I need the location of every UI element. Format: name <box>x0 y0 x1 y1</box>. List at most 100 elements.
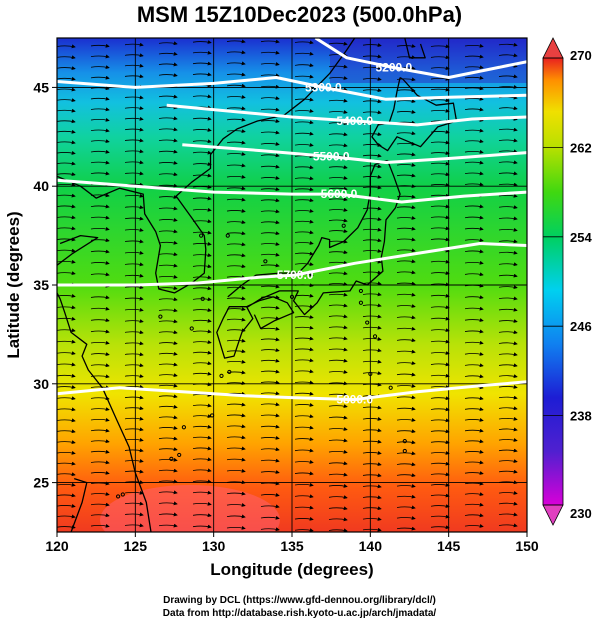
streamline-arrow <box>498 296 518 301</box>
streamline-arrow <box>464 96 484 101</box>
credit-drawing: Drawing by DCL (https://www.gfd-dennou.o… <box>163 595 436 606</box>
streamline-arrow <box>464 363 484 368</box>
island <box>120 492 125 497</box>
streamline-arrow <box>430 440 450 445</box>
streamline-arrow <box>396 270 416 275</box>
streamline-arrow <box>260 209 280 214</box>
colorbar: 230 238 246 254 262 270 <box>542 37 592 526</box>
streamline-arrow <box>90 407 110 412</box>
coastline <box>404 38 426 59</box>
streamline-arrow <box>498 363 518 368</box>
streamline-arrow <box>124 406 144 411</box>
streamline-arrow <box>57 226 76 231</box>
streamline-arrow <box>430 504 450 508</box>
island <box>263 259 268 264</box>
streamline-arrow <box>158 73 178 77</box>
streamline-arrow <box>158 512 178 517</box>
streamline-arrow <box>464 407 484 412</box>
streamline-arrow <box>260 358 280 363</box>
island <box>169 456 174 461</box>
streamline-arrow <box>430 87 450 92</box>
streamline-arrow <box>158 138 178 143</box>
streamline-arrow <box>498 384 518 389</box>
streamline-arrow <box>464 513 484 518</box>
streamline-arrow <box>328 472 348 477</box>
x-tick-label: 145 <box>437 538 461 554</box>
streamline-arrow <box>226 72 246 77</box>
streamline-arrow <box>430 450 450 455</box>
streamline-arrow <box>362 65 382 70</box>
streamline-arrow <box>464 318 484 322</box>
streamline-arrow <box>498 216 518 221</box>
streamline-arrow <box>226 117 246 122</box>
streamline-arrow <box>57 108 76 113</box>
streamline-arrow <box>362 164 382 169</box>
streamline-arrow <box>90 226 110 231</box>
streamline-arrow <box>158 41 178 46</box>
streamline-arrow <box>192 94 212 99</box>
streamline-arrow <box>328 143 348 148</box>
streamline-arrow <box>124 374 144 378</box>
streamline-arrow <box>90 352 110 356</box>
streamline-arrow <box>90 439 110 444</box>
streamline-arrow <box>498 307 518 312</box>
streamline-arrow <box>260 515 280 520</box>
streamline-arrow <box>396 462 416 467</box>
streamline-arrow <box>498 138 518 143</box>
streamline-arrow <box>260 50 280 55</box>
streamline-arrow <box>124 523 144 528</box>
streamline-arrow <box>396 451 416 456</box>
streamline-arrow <box>294 63 314 68</box>
streamline-arrow <box>294 448 314 453</box>
colorbar-tick-label: 238 <box>570 409 592 424</box>
streamline-arrow <box>158 501 178 506</box>
streamline-arrow <box>498 427 518 432</box>
streamline-arrow <box>396 304 416 308</box>
streamline-arrow <box>362 473 382 478</box>
streamline-arrow <box>430 396 450 401</box>
streamline-arrow <box>430 172 450 177</box>
streamline-arrow <box>192 253 212 258</box>
streamline-arrow <box>498 330 518 335</box>
streamline-arrow <box>430 161 450 166</box>
streamline-arrow <box>498 523 518 528</box>
streamline-arrow <box>328 392 348 397</box>
streamline-arrow <box>396 526 416 531</box>
y-tick-label: 30 <box>33 376 49 392</box>
streamline-arrow <box>362 153 382 158</box>
streamline-arrow <box>158 229 178 234</box>
streamline-arrow <box>464 471 484 475</box>
streamline-arrow <box>294 414 314 419</box>
streamline-arrow <box>124 273 144 278</box>
streamline-arrow <box>498 127 518 132</box>
streamline-arrow <box>362 303 382 308</box>
streamline-arrow <box>124 216 144 221</box>
streamline-arrow <box>294 402 314 407</box>
contour-label: 5200.0 <box>375 61 412 75</box>
streamline-arrow <box>57 351 76 356</box>
streamline-arrow <box>328 218 348 223</box>
streamline-arrow <box>396 473 416 478</box>
streamline-arrow <box>158 457 178 462</box>
streamline-arrow <box>57 373 76 378</box>
streamline-arrow <box>260 348 280 352</box>
streamline-arrow <box>226 253 246 258</box>
streamline-arrow <box>226 514 246 519</box>
streamline-arrow <box>57 514 76 519</box>
island <box>181 425 186 430</box>
streamline-arrow <box>328 271 348 276</box>
streamline-arrow <box>90 417 110 422</box>
streamline-arrow <box>57 271 76 276</box>
streamline-arrow <box>464 249 484 254</box>
island <box>402 439 407 444</box>
contour-label: 5400.0 <box>336 114 373 128</box>
streamline-arrow <box>226 61 246 66</box>
streamline-arrow <box>362 217 382 222</box>
streamline-arrow <box>464 502 484 507</box>
streamline-arrow <box>90 107 110 112</box>
streamline-arrow <box>57 55 76 60</box>
streamline-arrow <box>464 139 484 144</box>
streamline-arrow <box>294 459 314 464</box>
x-tick-label: 150 <box>515 538 539 554</box>
